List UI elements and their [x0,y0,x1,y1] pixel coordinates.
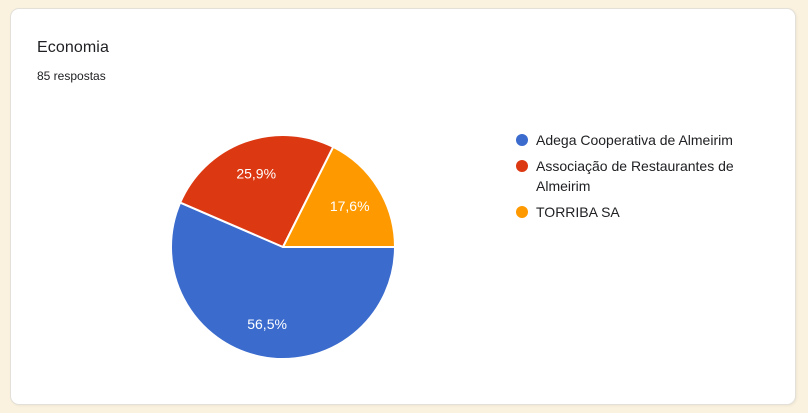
pie-slice-percent-label: 17,6% [330,198,370,214]
legend-item-2: Associação de Restaurantes de Almeirim [516,156,770,196]
chart-legend: Adega Cooperativa de Almeirim Associação … [516,130,770,228]
chart-card: Economia 85 respostas 56,5% 25,9% 17,6% Ad… [10,8,796,405]
legend-label: Associação de Restaurantes de Almeirim [536,158,734,194]
pie-slice-2[interactable] [179,133,335,248]
pie-chart-svg: 56,5% 25,9% 17,6% [170,133,396,360]
legend-item-1: Adega Cooperativa de Almeirim [516,130,770,150]
pie-slice-1[interactable] [170,201,396,360]
pie-slice-percent-label: 56,5% [247,316,287,332]
legend-label: TORRIBA SA [536,204,620,220]
pie-slice-3[interactable] [282,145,396,248]
legend-color-dot [516,134,528,146]
chart-title: Economia [37,39,109,56]
legend-color-dot [516,160,528,172]
legend-color-dot [516,206,528,218]
response-count: 85 respostas [37,69,106,83]
legend-label: Adega Cooperativa de Almeirim [536,132,733,148]
legend-item-3: TORRIBA SA [516,202,770,222]
pie-chart: 56,5% 25,9% 17,6% [165,129,401,365]
pie-slice-percent-label: 25,9% [236,165,276,181]
